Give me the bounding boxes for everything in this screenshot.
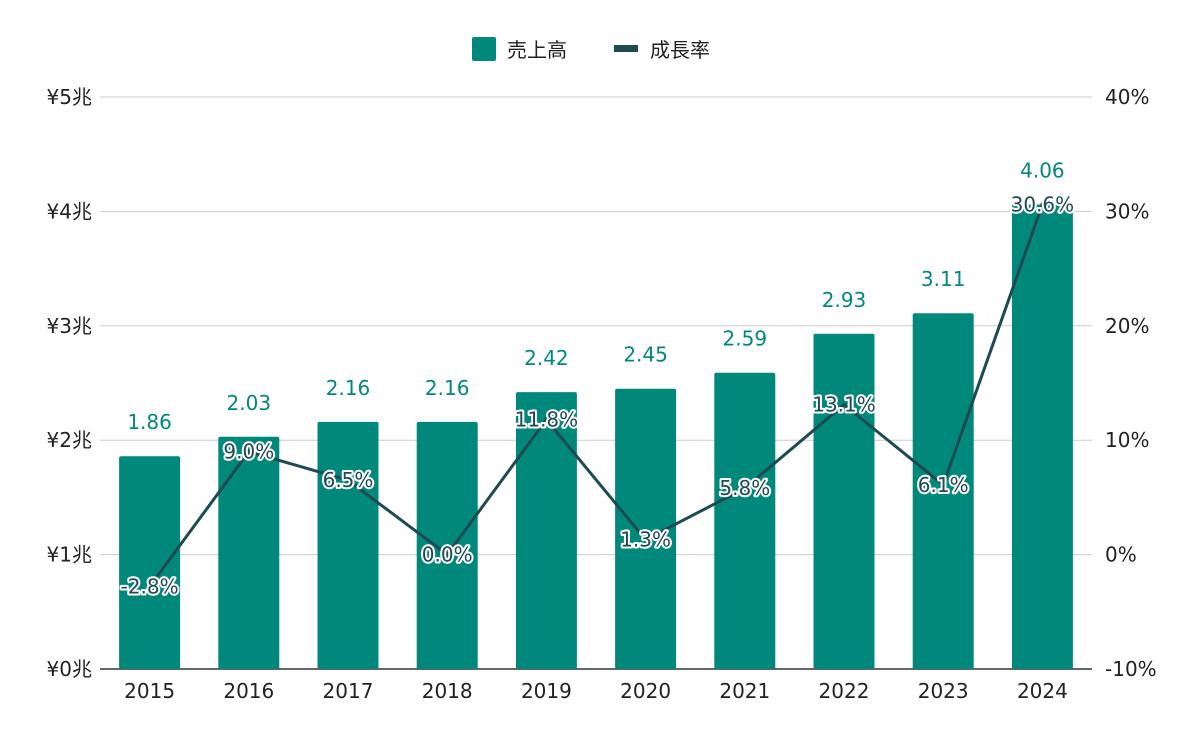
x-axis: 2015 2016 2017 2018 2019 2020 2021 2022 2023 2024 — [124, 679, 1068, 703]
line-value-label: 6.1% — [918, 473, 969, 497]
line-value-label: 1.3% — [620, 528, 671, 552]
line-point — [544, 417, 549, 422]
bar-value-label: 2.93 — [822, 288, 867, 312]
left-tick-label: ¥3兆 — [47, 314, 92, 338]
line-value-label: 11.8% — [515, 408, 579, 432]
line-value-label: 0.0% — [422, 543, 473, 567]
bar — [119, 456, 181, 669]
bar — [218, 436, 280, 669]
bar — [714, 372, 776, 669]
right-axis: -10% 0% 10% 20% 30% 40% — [1105, 85, 1157, 681]
x-tick-label: 2022 — [819, 679, 870, 703]
x-tick-label: 2019 — [521, 679, 572, 703]
line-point — [941, 482, 946, 487]
legend-swatch-line — [614, 45, 638, 52]
left-axis: ¥0兆 ¥1兆 ¥2兆 ¥3兆 ¥4兆 ¥5兆 — [47, 85, 92, 681]
bar-value-label: 2.59 — [723, 327, 768, 351]
bar-series — [119, 204, 1073, 669]
legend-label-bar: 売上高 — [507, 38, 567, 62]
line-point — [147, 584, 152, 589]
line-point — [1040, 202, 1045, 207]
bar-value-labels: 1.86 2.03 2.16 2.16 2.42 2.45 2.59 2.93 3.11 4.06 — [127, 159, 1064, 435]
line-value-label: -2.8% — [121, 575, 179, 599]
right-tick-label: 0% — [1105, 543, 1137, 567]
line-point — [246, 449, 251, 454]
line-point — [445, 552, 450, 557]
right-tick-label: 30% — [1105, 199, 1149, 223]
x-tick-label: 2024 — [1017, 679, 1068, 703]
right-tick-label: 20% — [1105, 314, 1149, 338]
bar — [515, 392, 577, 669]
bar — [615, 388, 677, 669]
left-tick-label: ¥0兆 — [47, 657, 92, 681]
x-tick-label: 2016 — [223, 679, 274, 703]
line-value-label: 9.0% — [223, 440, 274, 464]
bar-value-label: 2.42 — [524, 346, 569, 370]
bar-value-label: 4.06 — [1020, 159, 1065, 183]
left-tick-label: ¥5兆 — [47, 85, 92, 109]
bar-value-label: 2.03 — [227, 391, 272, 415]
bar-value-label: 2.16 — [425, 376, 470, 400]
bar-value-label: 2.16 — [326, 376, 371, 400]
bar — [317, 421, 379, 669]
bar — [912, 313, 974, 669]
left-tick-label: ¥1兆 — [47, 543, 92, 567]
line-value-label: 5.8% — [719, 476, 770, 500]
x-tick-label: 2023 — [918, 679, 969, 703]
x-tick-label: 2015 — [124, 679, 175, 703]
growth-line — [148, 204, 1044, 588]
bar-value-label: 2.45 — [623, 343, 668, 367]
line-point — [346, 478, 350, 483]
line-value-label: 13.1% — [812, 393, 876, 417]
x-tick-label: 2017 — [323, 679, 374, 703]
line-value-labels: -2.8% 9.0% 6.5% 0.0% 11.8% 1.3% 5.8% 13.1% 6.1% 3… — [119, 191, 1077, 601]
x-tick-label: 2020 — [620, 679, 671, 703]
bar — [416, 421, 478, 669]
bar-value-label: 1.86 — [127, 410, 172, 434]
line-point — [742, 486, 747, 491]
bar — [813, 333, 875, 669]
legend: 売上高 成長率 — [472, 37, 710, 62]
legend-label-line: 成長率 — [650, 38, 710, 62]
right-tick-label: -10% — [1105, 657, 1157, 681]
right-tick-label: 10% — [1105, 428, 1149, 452]
right-tick-label: 40% — [1105, 85, 1149, 109]
bar-value-label: 3.11 — [921, 267, 966, 291]
line-series — [147, 202, 1045, 589]
line-value-label: 30.6% — [1011, 193, 1075, 217]
x-tick-label: 2018 — [422, 679, 473, 703]
x-tick-label: 2021 — [719, 679, 770, 703]
legend-swatch-bar — [472, 37, 496, 61]
line-value-label: 6.5% — [323, 468, 374, 492]
line-point — [842, 402, 846, 407]
left-tick-label: ¥4兆 — [47, 199, 92, 223]
bar — [1011, 204, 1073, 669]
line-point — [643, 537, 648, 542]
left-tick-label: ¥2兆 — [47, 428, 92, 452]
